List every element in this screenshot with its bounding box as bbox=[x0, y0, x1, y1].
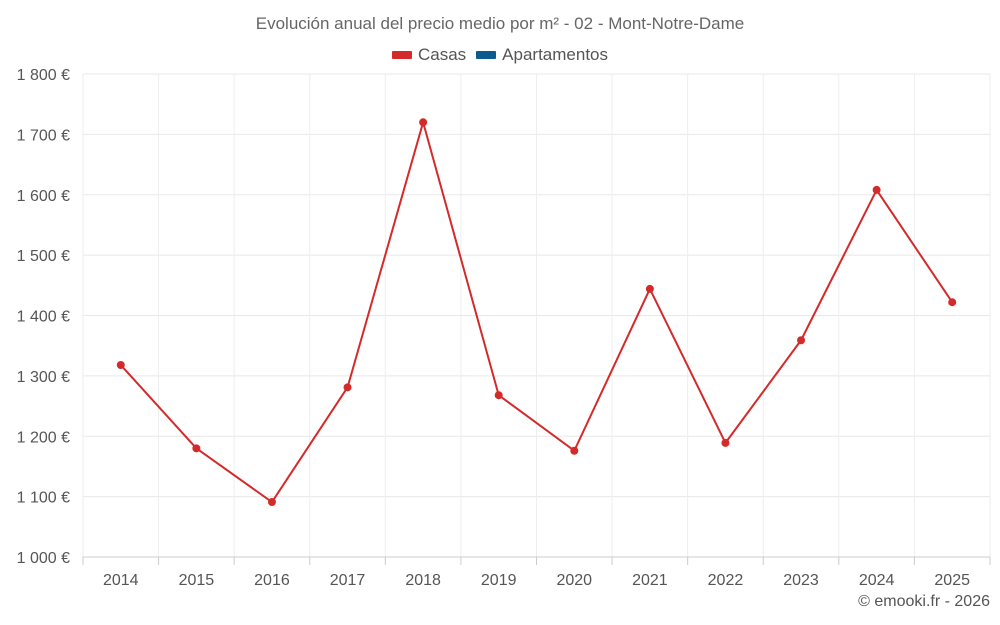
y-tick-label: 1 500 € bbox=[17, 248, 70, 265]
data-point[interactable] bbox=[192, 444, 201, 453]
x-tick-label: 2014 bbox=[103, 572, 139, 589]
x-tick-label: 2024 bbox=[859, 572, 895, 589]
data-point[interactable] bbox=[721, 438, 730, 447]
y-tick-label: 1 800 € bbox=[17, 67, 70, 84]
legend: Casas Apartamentos bbox=[0, 45, 1000, 65]
x-tick-label: 2021 bbox=[632, 572, 668, 589]
data-point[interactable] bbox=[948, 298, 957, 307]
x-tick-label: 2022 bbox=[708, 572, 744, 589]
x-tick-label: 2018 bbox=[405, 572, 441, 589]
data-point[interactable] bbox=[645, 284, 654, 293]
x-tick-label: 2020 bbox=[556, 572, 592, 589]
y-axis-ticks: 1 000 € 1 100 € 1 200 € 1 300 € 1 400 € 1 500… bbox=[17, 67, 70, 567]
series-layer bbox=[116, 118, 957, 507]
chart-title: Evolución anual del precio medio por m² … bbox=[255, 14, 745, 33]
data-point[interactable] bbox=[419, 118, 428, 127]
data-point[interactable] bbox=[797, 336, 806, 345]
legend-item-apartamentos[interactable]: Apartamentos bbox=[476, 45, 608, 65]
data-point[interactable] bbox=[872, 185, 881, 194]
x-tick-label: 2023 bbox=[783, 572, 819, 589]
x-axis-ticks: 2014 2015 2016 2017 2018 2019 2020 2021 2022 2023… bbox=[82, 557, 991, 589]
data-point[interactable] bbox=[494, 391, 503, 400]
x-tick-label: 2016 bbox=[254, 572, 290, 589]
x-tick-label: 2017 bbox=[330, 572, 366, 589]
legend-label-casas: Casas bbox=[417, 45, 467, 64]
y-tick-label: 1 100 € bbox=[17, 490, 70, 507]
series-line-casas bbox=[120, 121, 954, 504]
data-point[interactable] bbox=[570, 446, 579, 455]
y-tick-label: 1 700 € bbox=[17, 127, 70, 144]
y-tick-label: 1 300 € bbox=[17, 369, 70, 386]
grid-lines bbox=[82, 73, 991, 558]
copyright-credit: © emooki.fr - 2026 bbox=[858, 593, 990, 610]
x-tick-label: 2025 bbox=[934, 572, 970, 589]
y-tick-label: 1 000 € bbox=[17, 550, 70, 567]
x-tick-label: 2015 bbox=[179, 572, 215, 589]
y-tick-label: 1 200 € bbox=[17, 429, 70, 446]
x-tick-label: 2019 bbox=[481, 572, 517, 589]
legend-swatch-apartamentos bbox=[476, 51, 497, 59]
legend-item-casas[interactable]: Casas bbox=[391, 45, 467, 65]
data-point[interactable] bbox=[267, 498, 276, 507]
y-tick-label: 1 600 € bbox=[17, 188, 70, 205]
legend-label-apartamentos: Apartamentos bbox=[502, 45, 609, 64]
data-point[interactable] bbox=[116, 361, 125, 370]
y-tick-label: 1 400 € bbox=[17, 309, 70, 326]
data-point[interactable] bbox=[343, 383, 352, 392]
legend-swatch-casas bbox=[391, 51, 412, 59]
